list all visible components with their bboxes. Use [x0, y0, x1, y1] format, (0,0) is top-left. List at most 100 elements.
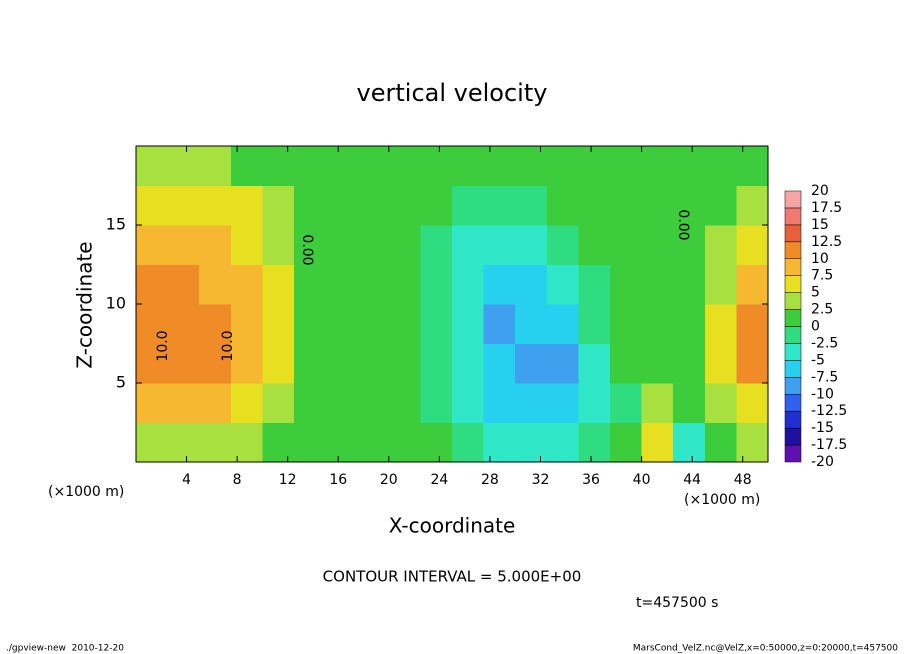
cell — [578, 225, 611, 265]
cell — [673, 264, 706, 305]
cell — [230, 422, 263, 463]
cell — [199, 185, 232, 226]
cell — [704, 422, 737, 463]
cell — [452, 422, 485, 463]
colorbar-bin — [784, 241, 802, 259]
cell — [325, 185, 358, 226]
cell — [515, 185, 548, 226]
colorbar-label: 2.5 — [811, 302, 833, 318]
cell — [578, 304, 611, 344]
cell — [199, 304, 232, 344]
cell — [167, 422, 200, 463]
cell — [388, 264, 421, 305]
cell — [325, 422, 358, 463]
cell — [673, 422, 706, 463]
cell — [736, 146, 769, 186]
colorbar-bin — [784, 326, 802, 344]
cell — [736, 343, 769, 384]
cell — [294, 304, 327, 344]
cell — [736, 225, 769, 265]
cell — [546, 185, 579, 226]
cell — [736, 422, 769, 463]
contour-interval: CONTOUR INTERVAL = 5.000E+00 — [323, 568, 582, 586]
cell — [546, 422, 579, 463]
cell — [673, 146, 706, 186]
contour-label: 10.0 — [220, 330, 236, 361]
cell — [704, 264, 737, 305]
colorbar-label: 5 — [811, 285, 820, 301]
cell — [167, 304, 200, 344]
cell — [546, 225, 579, 265]
colorbar-bin — [784, 275, 802, 293]
cell — [483, 422, 516, 463]
cell — [452, 304, 485, 344]
cell — [673, 383, 706, 423]
cell — [736, 383, 769, 423]
cell — [388, 146, 421, 186]
cell — [167, 264, 200, 305]
cell — [262, 225, 295, 265]
cell — [452, 343, 485, 384]
colorbar-label: -5 — [811, 352, 825, 368]
colorbar-bin — [784, 190, 802, 209]
cell — [262, 146, 295, 186]
cell — [199, 225, 232, 265]
cell — [294, 343, 327, 384]
cell — [420, 264, 453, 305]
cell — [388, 383, 421, 423]
colorbar-bin — [784, 394, 802, 412]
cell — [230, 146, 263, 186]
cell — [136, 146, 169, 186]
cell — [515, 225, 548, 265]
cell — [546, 343, 579, 384]
colorbar-label: -17.5 — [811, 437, 847, 453]
cell — [704, 343, 737, 384]
footer-right: MarsCond_VelZ.nc@VelZ,x=0:50000,z=0:2000… — [633, 644, 898, 654]
cell — [199, 383, 232, 423]
y-tick-label: 15 — [106, 215, 126, 234]
cell — [641, 343, 674, 384]
cell — [357, 383, 390, 423]
colorbar-label: -15 — [811, 420, 834, 436]
cell — [230, 343, 263, 384]
cell — [294, 422, 327, 463]
colorbar-label: 17.5 — [811, 200, 842, 216]
cell — [262, 383, 295, 423]
cell — [388, 225, 421, 265]
cell — [610, 146, 643, 186]
cell — [136, 304, 169, 344]
cell — [420, 146, 453, 186]
cell — [736, 264, 769, 305]
colorbar-label: 20 — [811, 183, 829, 199]
cell — [294, 146, 327, 186]
cell — [294, 185, 327, 226]
cell — [641, 146, 674, 186]
cell — [736, 185, 769, 226]
cell — [294, 383, 327, 423]
footer-left: ./gpview-new 2010-12-20 — [6, 644, 124, 654]
cell — [230, 304, 263, 344]
cell — [578, 264, 611, 305]
cell — [515, 304, 548, 344]
cell — [452, 264, 485, 305]
cell — [483, 343, 516, 384]
cell — [357, 422, 390, 463]
cell — [704, 185, 737, 226]
colorbar-label: -10 — [811, 386, 834, 402]
cell — [673, 304, 706, 344]
cell — [704, 225, 737, 265]
cell — [230, 383, 263, 423]
colorbar-label: 15 — [811, 217, 829, 233]
cell — [357, 146, 390, 186]
cell — [641, 422, 674, 463]
x-tick-label: 4 — [182, 472, 191, 488]
x-tick-label: 12 — [279, 472, 297, 488]
colorbar-label: 10 — [811, 251, 829, 267]
cell — [610, 383, 643, 423]
cell — [325, 383, 358, 423]
cell — [136, 383, 169, 423]
cell — [483, 304, 516, 344]
cell — [610, 422, 643, 463]
cell — [704, 383, 737, 423]
cell — [673, 343, 706, 384]
